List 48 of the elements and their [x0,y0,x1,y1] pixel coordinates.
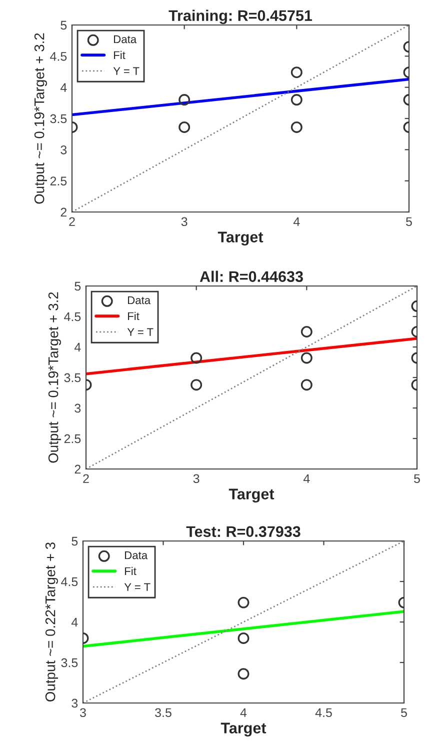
legend-label: Fit [114,50,126,60]
y-axis-title: Output ~= 0.22*Target + 3 [45,542,58,702]
y-tick-label: 5 [60,20,67,30]
y-tick-label: 2.5 [50,176,67,186]
y-tick-label: 3 [74,404,81,413]
y-tick-label: 4 [71,618,78,627]
legend-label: Data [128,296,151,304]
legend-label: Y = T [127,328,154,336]
chart-title: Test: R=0.37933 [186,526,300,538]
y-tick-label: 4.5 [50,52,67,61]
y-tick-label: 2 [74,464,81,474]
x-tick-label: 4.5 [315,708,332,718]
y-axis-title: Output ~= 0.19*Target + 3.2 [34,33,47,204]
x-tick-label: 2 [83,474,89,483]
y-tick-label: 5 [74,282,81,291]
legend-label: Data [114,35,137,44]
y-tick-label: 3.5 [61,658,78,668]
x-tick-label: 4 [240,708,247,717]
x-tick-label: 5 [414,474,420,484]
x-tick-label: 4 [303,474,310,483]
y-tick-label: 3 [72,698,78,708]
x-axis-title: Target [218,232,264,246]
y-tick-label: 2.5 [64,434,81,444]
x-tick-label: 5 [406,217,412,226]
y-tick-label: 3.5 [64,373,81,382]
y-tick-label: 5 [72,536,78,546]
chart-title: All: R=0.44633 [200,270,303,282]
y-tick-label: 3.5 [50,114,67,124]
x-tick-label: 3.5 [155,708,172,718]
x-tick-label: 3 [181,217,188,226]
legend-label: Y = T [113,67,140,75]
legend-label: Data [125,551,148,560]
y-tick-label: 2 [60,208,67,217]
legend-label: Fit [128,312,140,320]
y-axis-title: Output ~= 0.19*Target + 3.2 [48,292,61,463]
x-tick-label: 4 [293,217,300,226]
x-axis-title: Target [220,722,266,737]
x-tick-label: 5 [401,708,407,718]
x-tick-label: 3 [193,474,200,484]
y-tick-label: 4 [74,342,81,352]
x-axis-title: Target [228,488,274,503]
chart-title: Training: R=0.45751 [168,10,312,24]
legend-label: Y = T [124,583,150,591]
y-tick-label: 4 [60,83,67,92]
y-tick-label: 3 [60,145,67,154]
y-tick-label: 4.5 [64,312,81,322]
legend-label: Fit [125,566,136,576]
y-tick-label: 4.5 [61,577,78,586]
